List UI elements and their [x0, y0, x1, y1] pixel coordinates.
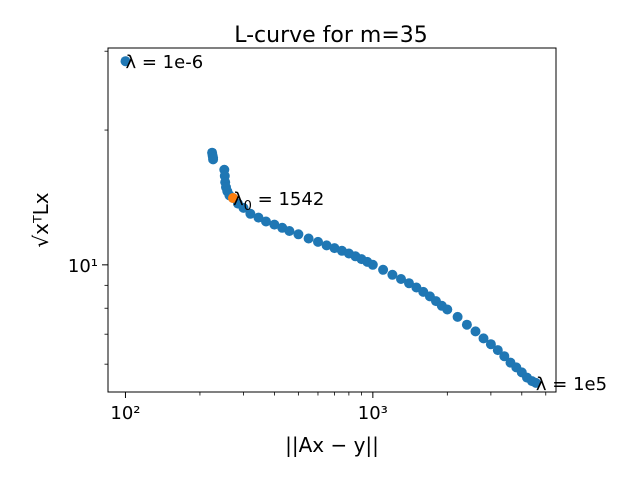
data-point — [470, 326, 481, 337]
data-point — [452, 311, 463, 322]
y-axis-label: √xᵀLx — [29, 192, 53, 247]
annotations: λ = 1e-6 λ0 = 1542 λ = 1e5 — [126, 52, 608, 395]
data-point — [293, 229, 304, 240]
data-point — [492, 345, 503, 356]
data-points — [120, 56, 541, 388]
data-point — [245, 208, 256, 219]
data-point — [499, 351, 510, 362]
plot-frame — [107, 47, 557, 393]
data-point — [321, 240, 332, 251]
data-point — [238, 202, 249, 213]
data-point — [253, 212, 264, 223]
highlight-point — [228, 193, 238, 203]
data-point — [367, 259, 378, 270]
data-point — [208, 154, 219, 165]
point-annotation: λ0 = 1542 — [233, 189, 324, 214]
data-point — [387, 269, 398, 280]
data-point — [261, 216, 271, 227]
data-point — [396, 274, 406, 284]
data-point — [485, 339, 496, 350]
data-point — [269, 219, 280, 230]
x-tick-label: 10³ — [358, 403, 388, 424]
x-axis-label: ||Ax − y|| — [285, 433, 379, 457]
data-point — [461, 319, 472, 330]
data-point — [530, 377, 541, 388]
point-annotation: λ = 1e-6 — [126, 52, 204, 73]
y-tick-label: 10¹ — [68, 256, 98, 277]
axis-ticks: 10² 10³ 10¹ — [68, 50, 547, 424]
data-point — [378, 264, 389, 275]
data-point — [120, 56, 131, 67]
data-point — [303, 233, 314, 244]
chart-title: L-curve for m=35 — [234, 23, 428, 48]
data-point — [284, 226, 295, 236]
data-point — [478, 333, 489, 344]
x-tick-label: 10² — [110, 403, 140, 424]
data-point — [442, 304, 453, 315]
data-point — [313, 236, 323, 247]
data-point — [404, 278, 414, 289]
point-annotation: λ = 1e5 — [536, 374, 607, 395]
